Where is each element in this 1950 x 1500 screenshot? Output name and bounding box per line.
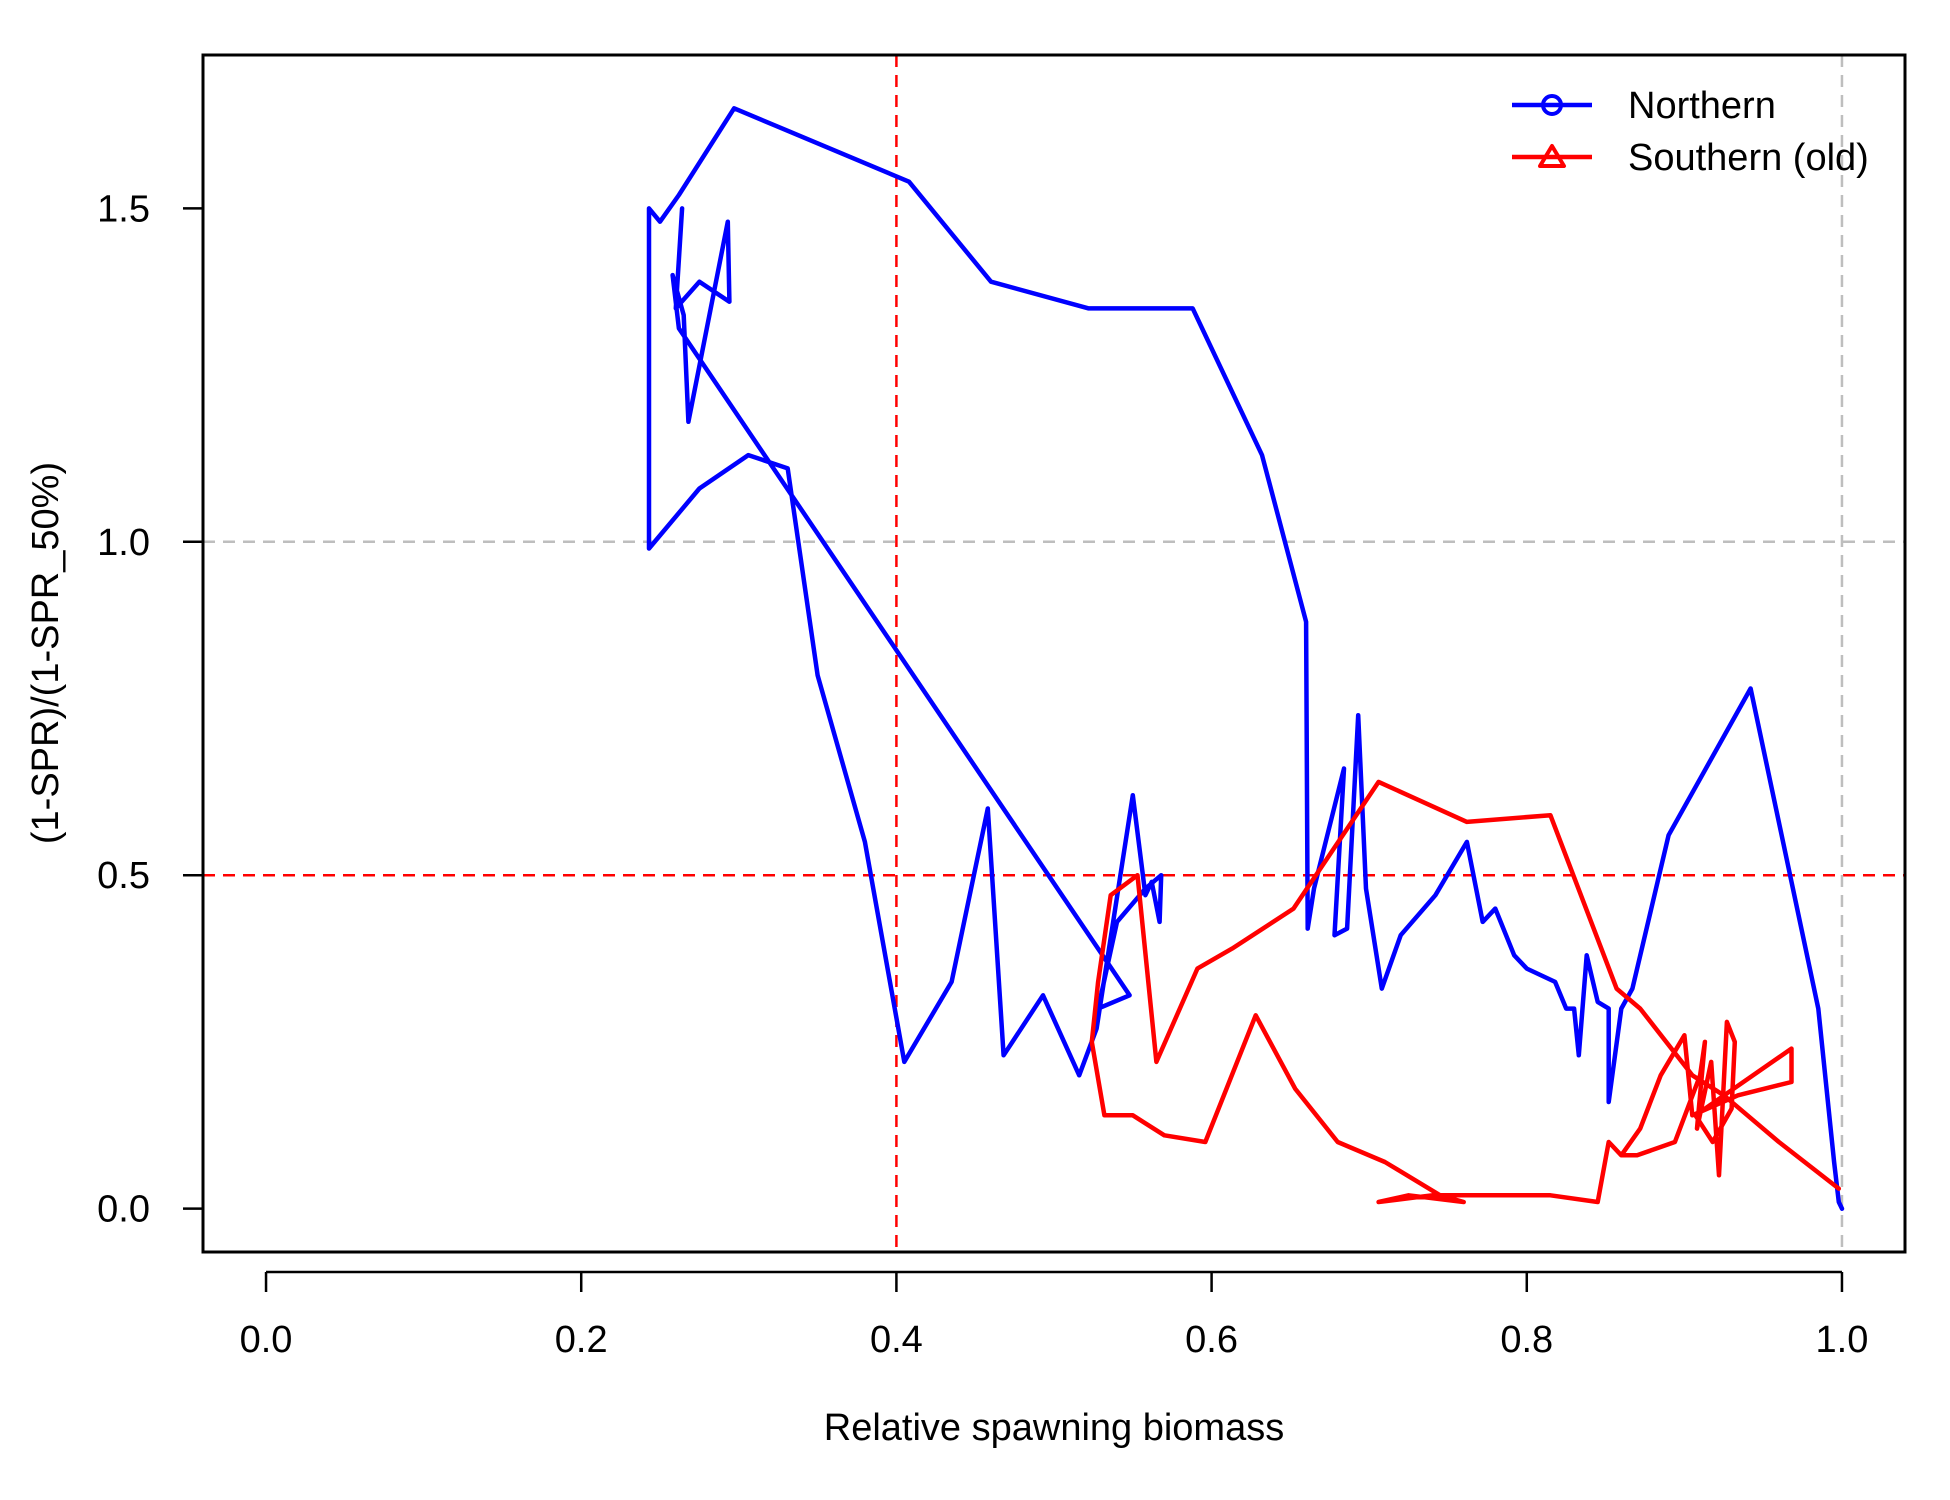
x-tick-label: 0.2 [555, 1319, 608, 1361]
y-tick-label: 0.5 [97, 855, 150, 897]
x-tick-label: 0.6 [1185, 1319, 1238, 1361]
plot-frame [201, 53, 1907, 1254]
x-tick-label: 1.0 [1816, 1319, 1869, 1361]
x-tick-label: 0.4 [870, 1319, 923, 1361]
series-line-1 [1089, 779, 1842, 1205]
legend-triangle-marker [1538, 144, 1566, 168]
series-group [646, 106, 1845, 1211]
y-tick-label: 0.0 [97, 1189, 150, 1231]
x-tick-label: 0.8 [1500, 1319, 1553, 1361]
legend: Northern Southern (old) [1512, 85, 1869, 179]
legend-label: Southern (old) [1628, 137, 1869, 179]
x-tick-label: 0.0 [240, 1319, 293, 1361]
legend-label: Northern [1628, 85, 1776, 127]
reference-lines [203, 55, 1905, 1252]
x-axis: 0.0 0.2 0.4 0.6 0.8 1.0 [240, 1270, 1869, 1361]
y-tick-label: 1.0 [97, 522, 150, 564]
y-tick-label: 1.5 [97, 188, 150, 230]
x-axis-title: Relative spawning biomass [824, 1407, 1284, 1449]
legend-circle-marker [1541, 94, 1563, 116]
y-axis: 0.0 0.5 1.0 1.5 [97, 188, 203, 1231]
y-axis-title: (1-SPR)/(1-SPR_50%) [25, 462, 67, 844]
